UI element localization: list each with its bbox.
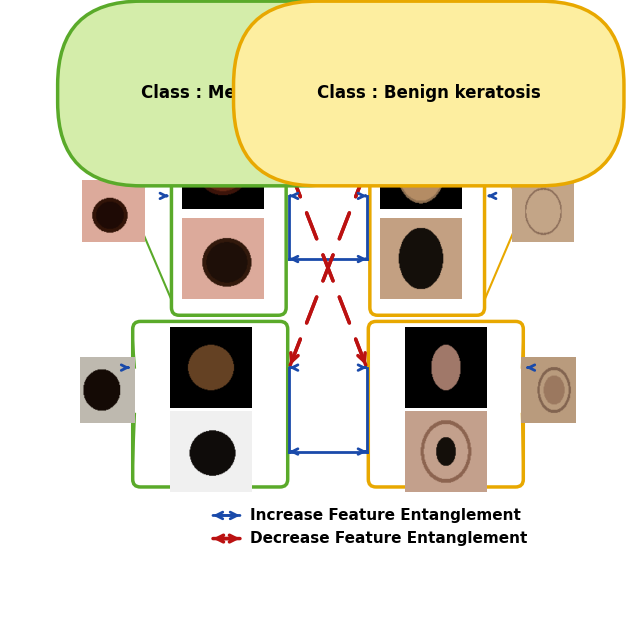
Text: Increase Feature Entanglement: Increase Feature Entanglement xyxy=(250,508,522,523)
Text: Class : Benign keratosis: Class : Benign keratosis xyxy=(317,84,541,103)
Text: Class : Melanoma: Class : Melanoma xyxy=(141,84,304,103)
Text: Decrease Feature Entanglement: Decrease Feature Entanglement xyxy=(250,531,528,546)
